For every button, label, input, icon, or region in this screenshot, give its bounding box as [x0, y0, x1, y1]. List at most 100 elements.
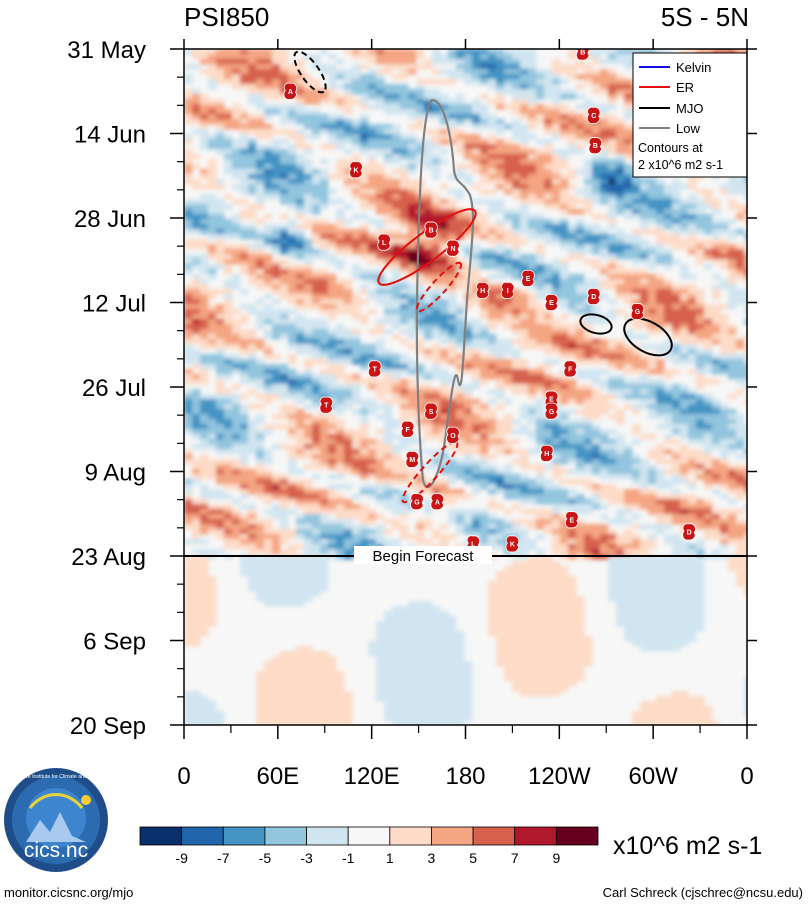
heat-cell — [240, 149, 249, 155]
heat-cell — [600, 484, 609, 490]
heat-cell — [744, 484, 747, 490]
heat-cell — [288, 229, 297, 235]
heat-cell — [528, 484, 537, 490]
heat-cell — [504, 49, 513, 55]
heat-cell — [296, 164, 305, 170]
heat-cell — [640, 49, 649, 55]
heat-cell — [392, 364, 401, 370]
heat-cell — [360, 244, 369, 250]
heat-cell — [296, 379, 305, 385]
heat-cell — [384, 299, 393, 305]
heat-cell — [464, 244, 473, 250]
heat-cell — [736, 494, 745, 500]
heat-cell — [600, 164, 609, 170]
heat-cell — [440, 414, 449, 420]
heat-cell — [424, 269, 433, 275]
heat-cell — [480, 449, 489, 455]
heat-cell — [544, 479, 553, 485]
heat-cell — [552, 59, 561, 65]
heat-cell — [576, 429, 585, 435]
heat-cell — [576, 129, 585, 135]
heat-cell — [608, 269, 617, 275]
heat-cell — [512, 319, 521, 325]
heat-cell — [416, 339, 425, 345]
heat-cell — [184, 149, 193, 155]
heat-cell — [536, 369, 545, 375]
heat-cell — [528, 134, 537, 140]
heat-cell — [712, 364, 721, 370]
heat-cell — [512, 314, 521, 320]
heat-cell — [552, 334, 561, 340]
heat-cell — [184, 314, 193, 320]
heat-cell — [464, 209, 473, 215]
heat-cell — [632, 464, 641, 470]
heat-cell — [400, 314, 409, 320]
heat-cell — [552, 219, 561, 225]
heat-cell — [240, 64, 249, 70]
heat-cell — [592, 49, 601, 55]
heat-cell — [248, 79, 257, 85]
heat-cell — [344, 429, 353, 435]
heat-cell — [528, 299, 537, 305]
heat-cell — [464, 304, 473, 310]
heat-cell — [256, 279, 265, 285]
heat-cell — [400, 339, 409, 345]
heat-cell — [496, 469, 505, 475]
heat-cell — [384, 149, 393, 155]
heat-cell — [744, 349, 747, 355]
heat-cell — [560, 424, 569, 430]
heat-cell — [320, 324, 329, 330]
heat-cell — [520, 104, 529, 110]
heat-cell — [320, 299, 329, 305]
heat-cell — [688, 304, 697, 310]
heat-cell — [512, 194, 521, 200]
heat-cell — [320, 249, 329, 255]
heat-cell — [408, 304, 417, 310]
heat-cell — [472, 409, 481, 415]
heat-cell — [304, 149, 313, 155]
heat-cell — [560, 409, 569, 415]
heat-cell — [600, 344, 609, 350]
heat-cell — [328, 279, 337, 285]
heat-cell — [648, 364, 657, 370]
heat-cell — [208, 54, 217, 60]
heat-cell — [672, 329, 681, 335]
heat-cell — [504, 249, 513, 255]
heat-cell — [440, 319, 449, 325]
heat-cell — [456, 389, 465, 395]
heat-cell — [440, 499, 449, 505]
heat-cell — [384, 54, 393, 60]
heat-cell — [448, 119, 457, 125]
heat-cell — [248, 174, 257, 180]
heat-cell — [520, 449, 529, 455]
heat-cell — [384, 364, 393, 370]
heat-cell — [344, 74, 353, 80]
heat-cell — [672, 384, 681, 390]
heat-cell — [456, 469, 465, 475]
heat-cell — [528, 329, 537, 335]
heat-cell — [416, 239, 425, 245]
heat-cell — [248, 234, 257, 240]
heat-cell — [560, 104, 569, 110]
heat-cell — [368, 69, 377, 75]
heat-cell — [544, 359, 553, 365]
heat-cell — [440, 389, 449, 395]
heat-cell — [416, 344, 425, 350]
heat-cell — [568, 309, 577, 315]
heat-cell — [488, 119, 497, 125]
heat-cell — [704, 399, 713, 405]
heat-cell — [552, 274, 561, 280]
heat-cell — [320, 234, 329, 240]
heat-cell — [320, 94, 329, 100]
heat-cell — [680, 319, 689, 325]
heat-cell — [736, 424, 745, 430]
heat-cell — [280, 309, 289, 315]
heat-cell — [344, 134, 353, 140]
heat-cell — [288, 234, 297, 240]
heat-cell — [200, 499, 209, 505]
heat-cell — [368, 329, 377, 335]
heat-cell — [488, 439, 497, 445]
heat-cell — [480, 119, 489, 125]
heat-cell — [408, 139, 417, 145]
heat-cell — [584, 139, 593, 145]
